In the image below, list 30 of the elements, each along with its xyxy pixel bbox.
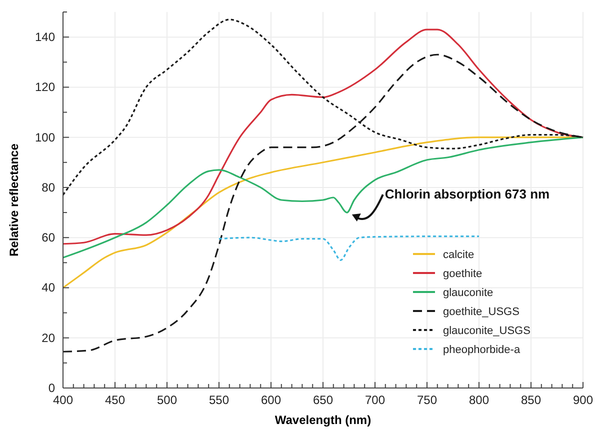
legend-label: glauconite (443, 287, 494, 299)
line-series (218, 236, 480, 261)
x-tick-label: 400 (52, 393, 74, 407)
y-axis-title: Relative reflectance (7, 143, 21, 256)
x-tick-label: 650 (312, 393, 334, 407)
y-tick-label: 40 (42, 280, 56, 295)
x-tick-label: 700 (364, 393, 386, 407)
x-tick-label: 600 (260, 393, 282, 407)
x-tick-label: 850 (520, 393, 542, 407)
x-tick-label: 450 (104, 393, 126, 407)
y-tick-label: 0 (48, 381, 56, 395)
x-tick-label: 800 (468, 393, 490, 407)
y-tick-label: 100 (34, 130, 56, 144)
x-tick-label: 900 (572, 393, 594, 407)
legend-label: glauconite_USGS (443, 325, 530, 337)
y-tick-label: 140 (34, 30, 56, 44)
legend-label: goethite_USGS (443, 306, 520, 318)
legend-label: pheophorbide-a (443, 344, 521, 356)
y-tick-label: 80 (42, 180, 56, 194)
x-tick-label: 550 (208, 393, 230, 407)
y-tick-label: 120 (34, 80, 56, 94)
y-tick-label: 60 (42, 230, 56, 245)
y-tick-label: 20 (42, 330, 56, 345)
legend-label: goethite (443, 268, 482, 280)
x-tick-label: 750 (416, 393, 438, 407)
annotation: Chlorin absorption 673 nm (384, 186, 550, 202)
line-series (62, 136, 584, 258)
x-tick-label: 500 (156, 393, 178, 407)
x-axis-title: Wavelength (nm) (274, 413, 372, 427)
legend-label: calcite (443, 249, 474, 261)
